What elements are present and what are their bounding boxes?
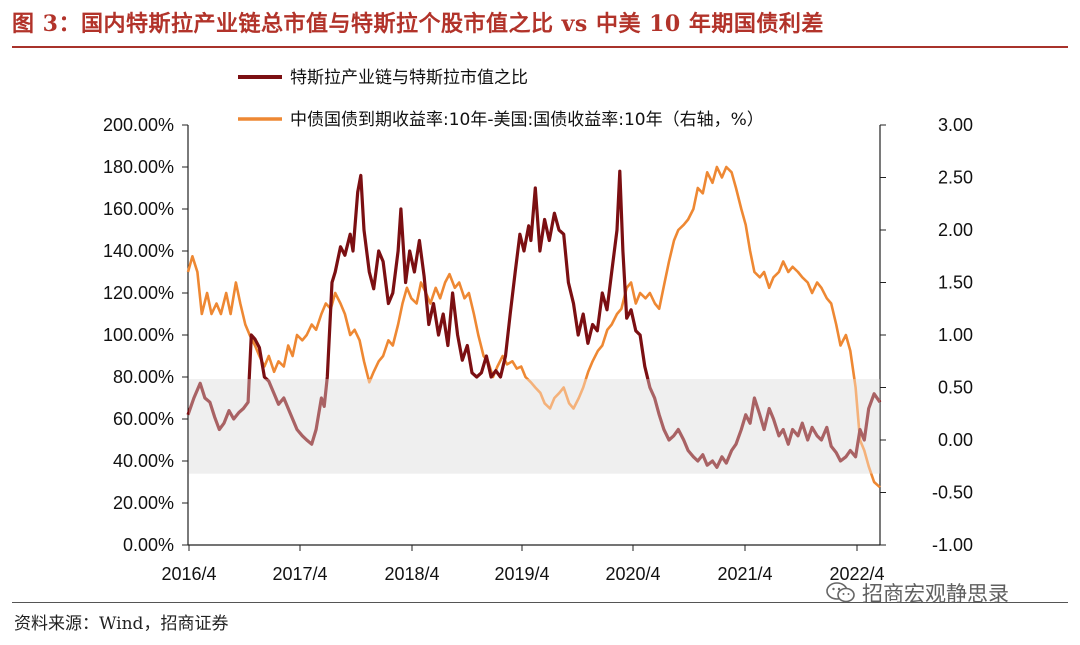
right-tick-label: -1.00 bbox=[932, 535, 973, 555]
x-tick-label: 2019/4 bbox=[494, 564, 549, 584]
right-tick-label: 0.00 bbox=[938, 430, 973, 450]
chart-title: 图 3：国内特斯拉产业链总市值与特斯拉个股市值之比 vs 中美 10 年期国债利… bbox=[12, 11, 824, 37]
left-tick-label: 120.00% bbox=[103, 283, 174, 303]
title-divider bbox=[12, 46, 1068, 48]
series-lines bbox=[186, 165, 882, 489]
legend-label: 特斯拉产业链与特斯拉市值之比 bbox=[290, 68, 528, 88]
left-tick-label: 80.00% bbox=[113, 367, 174, 387]
x-tick-label: 2018/4 bbox=[384, 564, 439, 584]
watermark-text: 招商宏观静思录 bbox=[862, 582, 1009, 606]
legend: 特斯拉产业链与特斯拉市值之比中债国债到期收益率:10年-美国:国债收益率:10年… bbox=[238, 68, 764, 130]
left-tick-label: 20.00% bbox=[113, 493, 174, 513]
footer-divider bbox=[12, 602, 1068, 603]
watermark: 招商宏观静思录 bbox=[826, 578, 1009, 608]
right-tick-label: -0.50 bbox=[932, 483, 973, 503]
right-tick-label: 2.50 bbox=[938, 168, 973, 188]
source-note: 资料来源：Wind，招商证券 bbox=[14, 614, 229, 634]
chart: 200.00% 180.00% 160.00% 140.00% 120.00% 100.0… bbox=[103, 68, 973, 584]
series-line-ratio bbox=[186, 169, 882, 469]
x-tick-label: 2022/4 bbox=[829, 564, 884, 584]
left-tick-label: 0.00% bbox=[123, 535, 174, 555]
right-tick-label: 3.00 bbox=[938, 115, 973, 135]
left-tick-label: 60.00% bbox=[113, 409, 174, 429]
right-tick-label: 2.00 bbox=[938, 220, 973, 240]
x-tick-label: 2017/4 bbox=[272, 564, 327, 584]
right-tick-label: 0.50 bbox=[938, 378, 973, 398]
right-tick-label: 1.50 bbox=[938, 273, 973, 293]
wechat-icon bbox=[826, 582, 855, 603]
left-tick-label: 160.00% bbox=[103, 199, 174, 219]
band-overlay bbox=[189, 379, 880, 474]
left-tick-label: 40.00% bbox=[113, 451, 174, 471]
legend-label: 中债国债到期收益率:10年-美国:国债收益率:10年（右轴，%） bbox=[290, 110, 764, 130]
x-tick-label: 2016/4 bbox=[161, 564, 216, 584]
left-tick-label: 180.00% bbox=[103, 157, 174, 177]
left-tick-label: 200.00% bbox=[103, 115, 174, 135]
axes: 200.00% 180.00% 160.00% 140.00% 120.00% 100.0… bbox=[103, 115, 973, 584]
left-tick-label: 100.00% bbox=[103, 325, 174, 345]
right-tick-label: 1.00 bbox=[938, 325, 973, 345]
x-tick-label: 2020/4 bbox=[605, 564, 660, 584]
left-tick-label: 140.00% bbox=[103, 241, 174, 261]
series-line-yield-spread bbox=[186, 165, 881, 489]
x-tick-label: 2021/4 bbox=[717, 564, 772, 584]
